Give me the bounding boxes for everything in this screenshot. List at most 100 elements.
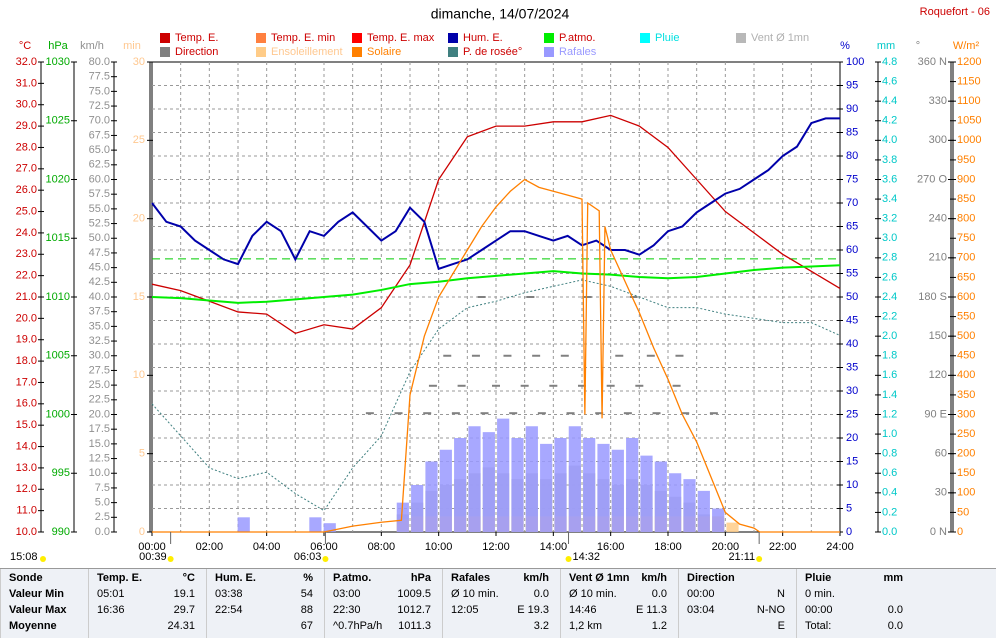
- table-column: Temp. E. °C 05:01 19.1 16:36 29.7 24.31: [88, 569, 207, 638]
- y-tick-label: 850: [957, 193, 975, 205]
- legend-label: Temp. E.: [175, 32, 218, 44]
- table-cell: ^0.7hPa/h: [333, 620, 383, 632]
- table-cell: 12:05: [451, 604, 479, 616]
- y-tick-label: 1010: [46, 291, 70, 303]
- y-tick-label: 20.0: [16, 312, 37, 324]
- table-cell: 67: [300, 620, 313, 632]
- y-tick-label: 0.2: [882, 506, 897, 518]
- column-title: Hum. E.: [215, 572, 256, 584]
- event-label: 06:03: [294, 551, 322, 563]
- y-tick-label: 450: [957, 350, 975, 362]
- table-column: Sonde Valeur Min Valeur Max Moyenne: [0, 569, 89, 638]
- y-tick-label: 1025: [46, 115, 70, 127]
- y-tick-label: 4.2: [882, 115, 897, 127]
- y-tick-label: 1.4: [882, 389, 897, 401]
- y-tick-label: 75: [846, 173, 858, 185]
- y-tick-label: 360 N: [918, 56, 947, 68]
- y-tick-label: 120: [929, 369, 947, 381]
- y-tick-label: 67.5: [89, 129, 110, 141]
- y-tick-label: 28.0: [16, 141, 37, 153]
- y-tick-label: 45.0: [89, 262, 110, 274]
- legend-swatch: [352, 47, 362, 57]
- y-tick-label: 24.0: [16, 227, 37, 239]
- table-cell: 14:46: [569, 604, 597, 616]
- y-tick-label: 1000: [46, 408, 70, 420]
- y-tick-label: 27.0: [16, 163, 37, 175]
- table-cell: Ø 10 min.: [569, 588, 617, 600]
- y-tick-label: 2.0: [882, 330, 897, 342]
- y-tick-label: 25: [133, 134, 145, 146]
- y-tick-label: 30.0: [16, 99, 37, 111]
- y-tick-label: 50.0: [89, 232, 110, 244]
- bar: [525, 426, 538, 532]
- y-tick-label: 14.0: [16, 440, 37, 452]
- bar: [511, 438, 524, 532]
- y-tick-label: 70.0: [89, 115, 110, 127]
- y-tick-label: 1.8: [882, 350, 897, 362]
- y-tick-label: 2.8: [882, 252, 897, 264]
- y-tick-label: 400: [957, 369, 975, 381]
- legend-label: Temp. E. max: [367, 32, 435, 44]
- y-tick-label: 990: [52, 526, 70, 538]
- axis-unit: min: [123, 40, 141, 52]
- y-tick-label: 42.5: [89, 276, 110, 288]
- bar: [323, 523, 336, 532]
- y-tick-label: 40: [846, 338, 858, 350]
- event-label: 00:39: [139, 551, 167, 563]
- y-tick-label: 20: [133, 213, 145, 225]
- table-cell: 0 min.: [805, 588, 835, 600]
- y-tick-label: 85: [846, 126, 858, 138]
- y-tick-label: 2.5: [95, 511, 110, 523]
- legend-label: Pluie: [655, 32, 679, 44]
- y-tick-label: 1100: [957, 95, 981, 107]
- column-unit: °C: [182, 572, 195, 584]
- event-marker: [322, 556, 329, 562]
- table-cell: 03:38: [215, 588, 243, 600]
- y-tick-label: 0: [846, 526, 852, 538]
- y-tick-label: 45: [846, 314, 858, 326]
- table-cell: 22:54: [215, 604, 243, 616]
- line: [152, 178, 840, 533]
- y-tick-label: 10.0: [89, 467, 110, 479]
- legend-label: Solaire: [367, 46, 401, 58]
- table-cell: 1.2: [651, 620, 667, 632]
- y-tick-label: 0.8: [882, 448, 897, 460]
- table-cell: 16:36: [97, 604, 125, 616]
- table-cell: Valeur Max: [9, 604, 67, 616]
- legend-swatch: [352, 33, 362, 43]
- y-tick-label: 0: [957, 526, 963, 538]
- y-tick-label: 5.0: [95, 497, 110, 509]
- table-cell: Valeur Min: [9, 588, 65, 600]
- table-column: P.atmo. hPa 03:00 1009.5 22:30 1012.7 ^0.7hPa/…: [324, 569, 443, 638]
- y-tick-label: 60.0: [89, 173, 110, 185]
- table-cell: 0.0: [651, 588, 667, 600]
- y-tick-label: 57.5: [89, 188, 110, 200]
- column-title: Vent Ø 1mn: [569, 572, 630, 584]
- table-cell: 3.2: [533, 620, 549, 632]
- column-title: Sonde: [9, 572, 43, 584]
- bar: [583, 438, 596, 532]
- y-tick-label: 4.6: [882, 75, 897, 87]
- table-column: Rafales km/h Ø 10 min. 0.0 12:05 E 19.3 3.2: [442, 569, 561, 638]
- bar: [540, 443, 553, 532]
- legend-swatch: [256, 33, 266, 43]
- y-tick-label: 30: [846, 385, 858, 397]
- x-tick-label: 14:00: [540, 541, 568, 553]
- y-tick-label: 270 O: [917, 173, 947, 185]
- bar: [309, 517, 322, 532]
- axis-unit: hPa: [48, 40, 68, 52]
- y-tick-label: 21.0: [16, 291, 37, 303]
- event-marker: [565, 556, 572, 562]
- y-tick-label: 30.0: [89, 350, 110, 362]
- column-title: Temp. E.: [97, 572, 143, 584]
- y-tick-label: 180 S: [918, 291, 947, 303]
- legend-swatch: [736, 33, 746, 43]
- column-unit: %: [303, 572, 313, 584]
- column-unit: mm: [883, 572, 903, 584]
- y-tick-label: 250: [957, 428, 975, 440]
- y-tick-label: 50: [846, 291, 858, 303]
- legend-label: Temp. E. min: [271, 32, 335, 44]
- x-tick-label: 16:00: [597, 541, 625, 553]
- axis-unit: %: [840, 40, 850, 52]
- legend-label: Vent Ø 1mn: [751, 32, 809, 44]
